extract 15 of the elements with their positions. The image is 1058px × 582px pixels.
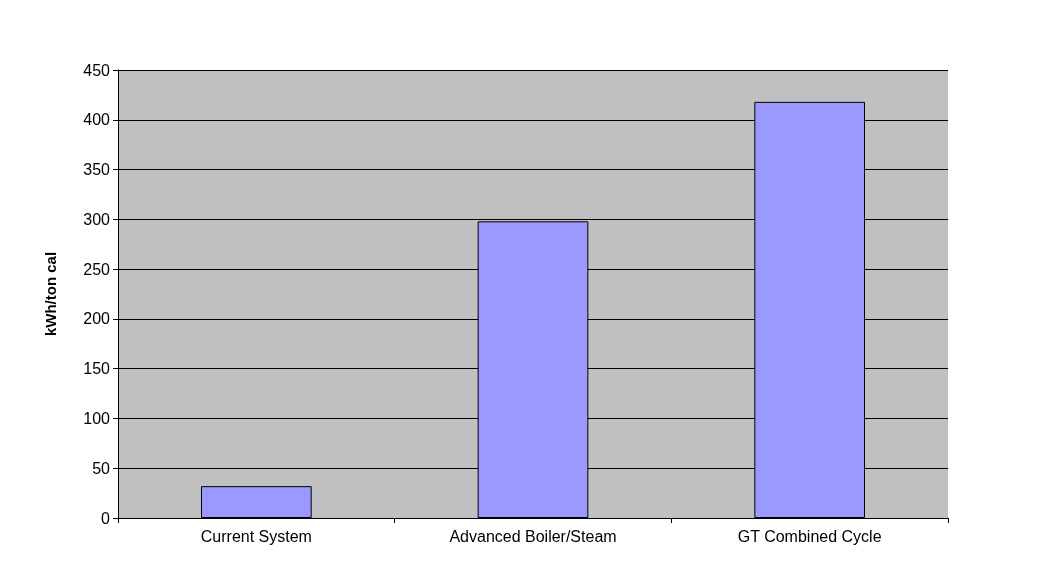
y-tick-label: 100 (83, 409, 111, 427)
y-tick-label: 450 (83, 61, 111, 79)
y-tick-label: 400 (83, 111, 111, 129)
y-tick-label: 200 (83, 310, 111, 328)
x-tick-label: GT Combined Cycle (737, 527, 882, 545)
bar (201, 486, 312, 518)
y-tick-label: 250 (83, 260, 111, 278)
y-tick-label: 0 (101, 509, 111, 527)
y-tick-label: 350 (83, 161, 111, 179)
y-tick-label: 50 (92, 459, 111, 477)
x-tick-label: Current System (200, 527, 312, 545)
y-axis-title: kWh/ton cal (42, 251, 59, 337)
x-tick-label: Advanced Boiler/Steam (449, 527, 617, 545)
y-tick-label: 150 (83, 360, 111, 378)
y-tick-label: 300 (83, 210, 111, 228)
